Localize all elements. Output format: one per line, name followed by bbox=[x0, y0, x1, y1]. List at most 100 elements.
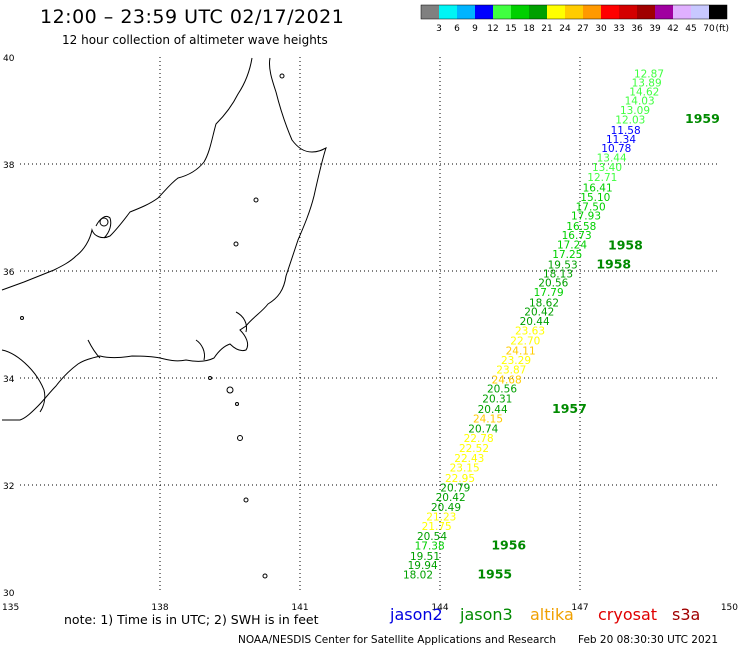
lat-tick-label: 38 bbox=[3, 161, 15, 171]
kii-peninsula bbox=[87, 339, 101, 359]
swh-value: 20.44 bbox=[478, 404, 508, 416]
swh-value: 16.58 bbox=[566, 221, 596, 233]
legend-swatch bbox=[673, 5, 691, 19]
islet bbox=[233, 241, 239, 247]
swh-value: 20.42 bbox=[524, 306, 554, 318]
legend-label: 36 bbox=[631, 24, 643, 34]
swh-value: 12.03 bbox=[615, 114, 645, 126]
time-marker: 1958 bbox=[596, 256, 631, 271]
swh-value: 21.75 bbox=[422, 521, 452, 533]
legend-swatch bbox=[655, 5, 673, 19]
swh-value: 12.87 bbox=[634, 68, 664, 80]
swh-value: 14.03 bbox=[625, 96, 655, 108]
izu-peninsula bbox=[195, 339, 205, 361]
swh-value: 22.43 bbox=[454, 453, 484, 465]
legend-swatch bbox=[601, 5, 619, 19]
time-markers: 1959 1958 1958 1957 1956 1955 bbox=[477, 111, 719, 582]
swh-value: 13.09 bbox=[620, 105, 650, 117]
swh-value: 20.74 bbox=[468, 424, 498, 436]
legend-swatch bbox=[637, 5, 655, 19]
legend-swatch bbox=[529, 5, 547, 19]
swh-value: 23.63 bbox=[515, 326, 545, 338]
legend-label: 45 bbox=[685, 24, 696, 34]
swh-value: 20.31 bbox=[482, 394, 512, 406]
credit-text: NOAA/NESDIS Center for Satellite Applica… bbox=[238, 634, 556, 646]
lon-tick-label: 147 bbox=[571, 603, 588, 613]
lon-tick-label: 144 bbox=[431, 603, 448, 613]
satellite-jason3: jason3 bbox=[460, 605, 513, 624]
swh-value: 15.10 bbox=[580, 192, 610, 204]
swh-value: 20.49 bbox=[431, 502, 461, 514]
legend-swatch bbox=[583, 5, 601, 19]
swh-value: 13.44 bbox=[597, 152, 627, 164]
islet bbox=[279, 73, 285, 79]
swh-value: 11.58 bbox=[611, 125, 641, 137]
legend-swatch bbox=[565, 5, 583, 19]
legend-label: 3 bbox=[436, 24, 442, 34]
legend-swatch bbox=[619, 5, 637, 19]
swh-value: 17.50 bbox=[576, 202, 606, 214]
islet bbox=[262, 573, 268, 579]
swh-value: 10.78 bbox=[601, 143, 631, 155]
legend-swatch bbox=[547, 5, 565, 19]
lat-tick-label: 34 bbox=[3, 375, 15, 385]
swh-value: 24.68 bbox=[492, 374, 522, 386]
swh-value: 18.02 bbox=[403, 570, 433, 582]
legend-label: 70 bbox=[703, 24, 715, 34]
swh-value: 24.11 bbox=[506, 345, 536, 357]
swh-value: 17.93 bbox=[571, 211, 601, 223]
swh-value: 16.41 bbox=[583, 182, 613, 194]
legend-swatch bbox=[439, 5, 457, 19]
swh-value: 20.56 bbox=[538, 278, 568, 290]
islet bbox=[226, 386, 234, 394]
time-marker: 1955 bbox=[477, 567, 512, 582]
lat-tick-label: 32 bbox=[3, 482, 14, 492]
swh-value: 18.13 bbox=[543, 268, 573, 280]
legend-label: 27 bbox=[577, 24, 588, 34]
legend-label: 15 bbox=[505, 24, 516, 34]
islet bbox=[243, 497, 249, 503]
swh-value: 22.70 bbox=[510, 335, 540, 347]
page-title: 12:00 – 23:59 UTC 02/17/2021 bbox=[40, 6, 345, 28]
lon-tick-label: 135 bbox=[2, 603, 19, 613]
islands bbox=[20, 73, 285, 579]
legend-swatch bbox=[691, 5, 709, 19]
altimeter-track: 12.8713.8914.6214.0313.0912.0311.5811.34… bbox=[403, 68, 664, 581]
swh-value: 20.42 bbox=[436, 492, 466, 504]
swh-value: 19.53 bbox=[548, 259, 578, 271]
swh-value: 23.87 bbox=[496, 365, 526, 377]
legend-label: 18 bbox=[523, 24, 535, 34]
islet bbox=[208, 376, 212, 380]
page-subtitle: 12 hour collection of altimeter wave hei… bbox=[62, 33, 328, 47]
lat-tick-label: 40 bbox=[3, 54, 15, 64]
axis-labels: 135 138 141 144 147 150 30 32 34 36 38 40 bbox=[2, 54, 738, 613]
legend-label: 21 bbox=[541, 24, 552, 34]
satellite-s3a: s3a bbox=[672, 605, 701, 624]
legend-label: 30 bbox=[595, 24, 607, 34]
swh-value: 16.73 bbox=[562, 230, 592, 242]
swh-value: 19.51 bbox=[410, 551, 440, 563]
swh-value: 11.34 bbox=[606, 134, 636, 146]
islet bbox=[237, 435, 243, 441]
swh-value: 22.95 bbox=[445, 473, 475, 485]
legend-swatch bbox=[493, 5, 511, 19]
shikoku-coast bbox=[1, 349, 46, 413]
swh-value: 21.23 bbox=[426, 511, 456, 523]
swh-value: 22.52 bbox=[459, 443, 489, 455]
lon-tick-label: 138 bbox=[151, 603, 168, 613]
legend-swatch bbox=[511, 5, 529, 19]
swh-value: 13.89 bbox=[632, 77, 662, 89]
time-marker: 1959 bbox=[685, 111, 720, 126]
islet bbox=[20, 316, 24, 320]
legend-label: 9 bbox=[472, 24, 478, 34]
time-marker: 1956 bbox=[491, 538, 526, 553]
legend-label: 39 bbox=[649, 24, 661, 34]
satellite-altika: altika bbox=[530, 605, 574, 624]
swh-value: 23.15 bbox=[450, 463, 480, 475]
swh-value: 20.54 bbox=[417, 531, 447, 543]
swh-value: 17.25 bbox=[552, 249, 582, 261]
time-marker: 1958 bbox=[608, 238, 643, 253]
legend-label: 6 bbox=[454, 24, 460, 34]
swh-value: 13.40 bbox=[592, 162, 622, 174]
